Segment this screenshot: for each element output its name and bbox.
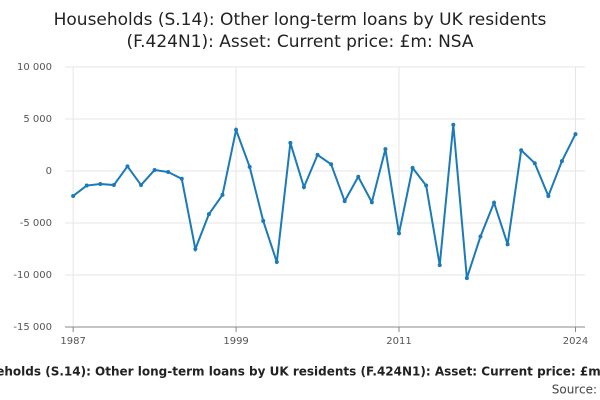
y-tick-label: -15 000 — [13, 322, 52, 333]
point — [315, 152, 320, 157]
point — [234, 127, 239, 132]
y-tick-label: 5 000 — [23, 114, 52, 125]
chart-title: (F.424N1): Asset: Current price: £m: NSA — [126, 32, 473, 52]
point — [451, 122, 456, 127]
point — [247, 164, 252, 169]
point — [437, 263, 442, 268]
point — [220, 192, 225, 197]
point — [261, 218, 266, 223]
point — [424, 183, 429, 188]
x-tick-label: 1999 — [223, 336, 248, 347]
point — [329, 162, 334, 167]
point — [410, 165, 415, 170]
footer-title: Households (S.14): Other long-term loans… — [0, 365, 600, 379]
point — [193, 247, 198, 251]
point — [111, 183, 116, 188]
point — [139, 183, 144, 188]
point — [356, 174, 361, 179]
point — [98, 182, 103, 186]
point — [84, 183, 89, 188]
point — [573, 132, 578, 137]
point — [179, 176, 184, 181]
chart-title: Households (S.14): Other long-term loans… — [54, 10, 547, 30]
line — [72, 124, 577, 279]
x-tick-label: 1987 — [60, 336, 85, 347]
point — [532, 161, 537, 166]
point — [519, 148, 524, 153]
y-tick-label: -10 000 — [13, 270, 52, 281]
point — [546, 193, 551, 198]
point — [478, 234, 483, 239]
point — [152, 167, 157, 172]
point — [559, 159, 564, 164]
x-tick-label: 2024 — [563, 336, 588, 347]
point — [274, 260, 279, 264]
point — [505, 242, 510, 247]
y-tick-label: 0 — [46, 166, 52, 177]
point — [464, 276, 469, 281]
point — [206, 212, 211, 217]
x-tick-label: 2011 — [386, 336, 411, 347]
point — [71, 193, 76, 198]
point — [288, 140, 293, 145]
point — [492, 200, 497, 205]
point — [125, 164, 130, 169]
point — [301, 185, 306, 190]
point — [369, 200, 374, 205]
point — [166, 170, 171, 175]
y-tick-label: 10 000 — [17, 62, 52, 73]
point — [383, 147, 388, 152]
point — [342, 199, 347, 204]
y-tick-label: -5 000 — [20, 218, 52, 229]
source: Source: — [552, 383, 597, 397]
point — [396, 231, 401, 236]
